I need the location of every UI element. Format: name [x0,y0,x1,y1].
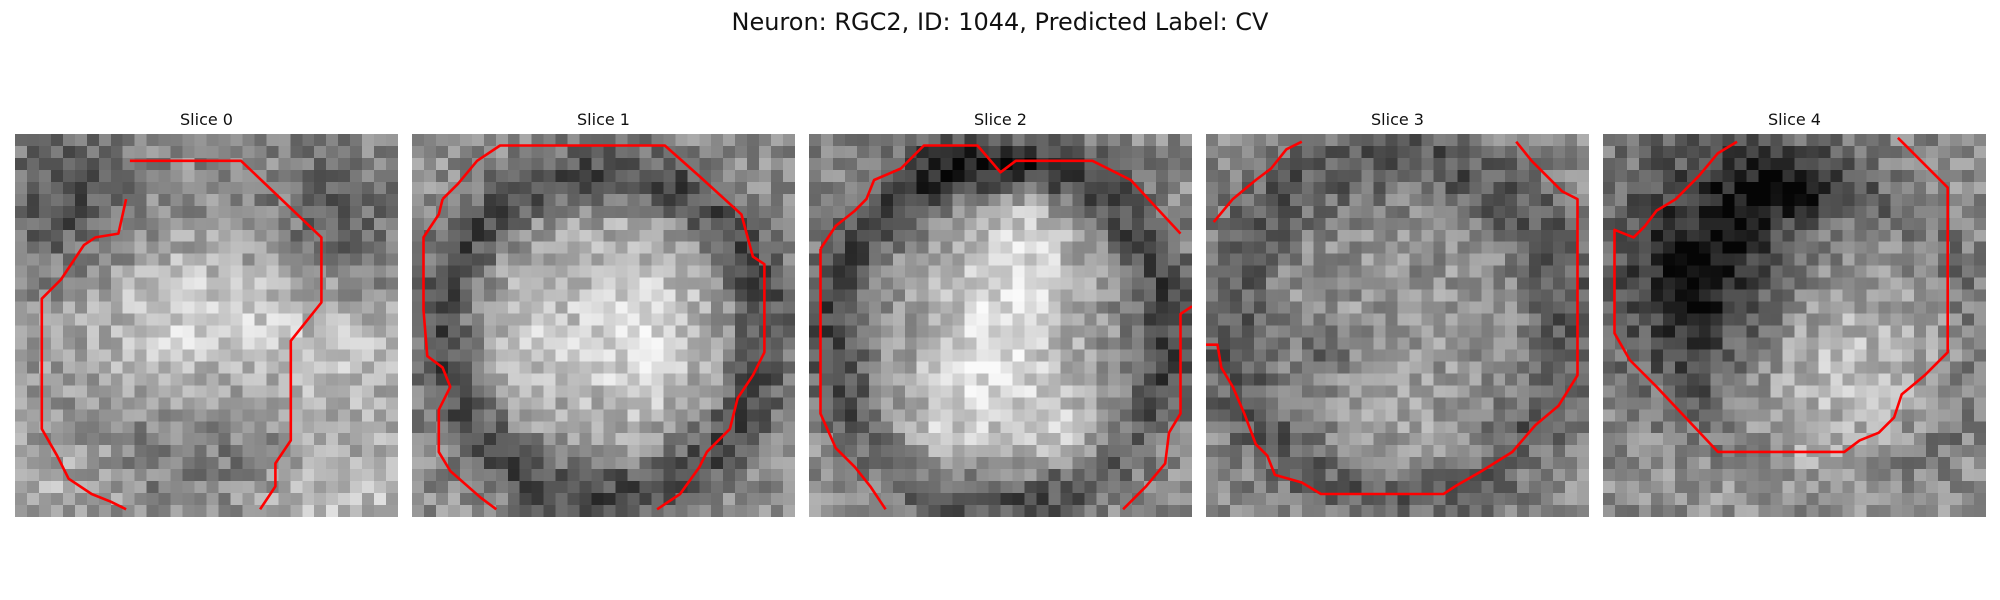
slice-4-image [1603,134,1986,517]
contour-segment [422,198,498,511]
slice-1-image [412,134,795,517]
contour-segment [441,144,766,511]
contour-segment [819,144,1182,250]
contour-segment [1613,136,1950,454]
contour-segment [129,159,323,511]
slice-0-contour [40,159,323,511]
contour-segment [1206,140,1579,496]
slice-4-title: Slice 4 [1768,110,1821,129]
slice-4-contour [1613,136,1950,454]
slice-2-texture [809,134,1192,517]
slice-1-texture [412,134,795,517]
slice-3-contour [1206,140,1579,496]
slice-3-title: Slice 3 [1371,110,1424,129]
slice-0-image [15,134,398,517]
slice-2-contour [819,144,1192,511]
slice-1-contour [422,144,766,511]
contour-segment [1122,305,1192,511]
contour-segment [40,198,128,511]
figure-title: Neuron: RGC2, ID: 1044, Predicted Label:… [731,8,1269,36]
slice-2-title: Slice 2 [974,110,1027,129]
slice-0-title: Slice 0 [180,110,233,129]
slice-1-title: Slice 1 [577,110,630,129]
slice-2-image [809,134,1192,517]
slice-3-image [1206,134,1589,517]
contour-segment [819,248,887,511]
slice-3-texture [1206,134,1589,517]
slice-4-texture [1603,134,1986,517]
contour-segment [1212,140,1303,223]
